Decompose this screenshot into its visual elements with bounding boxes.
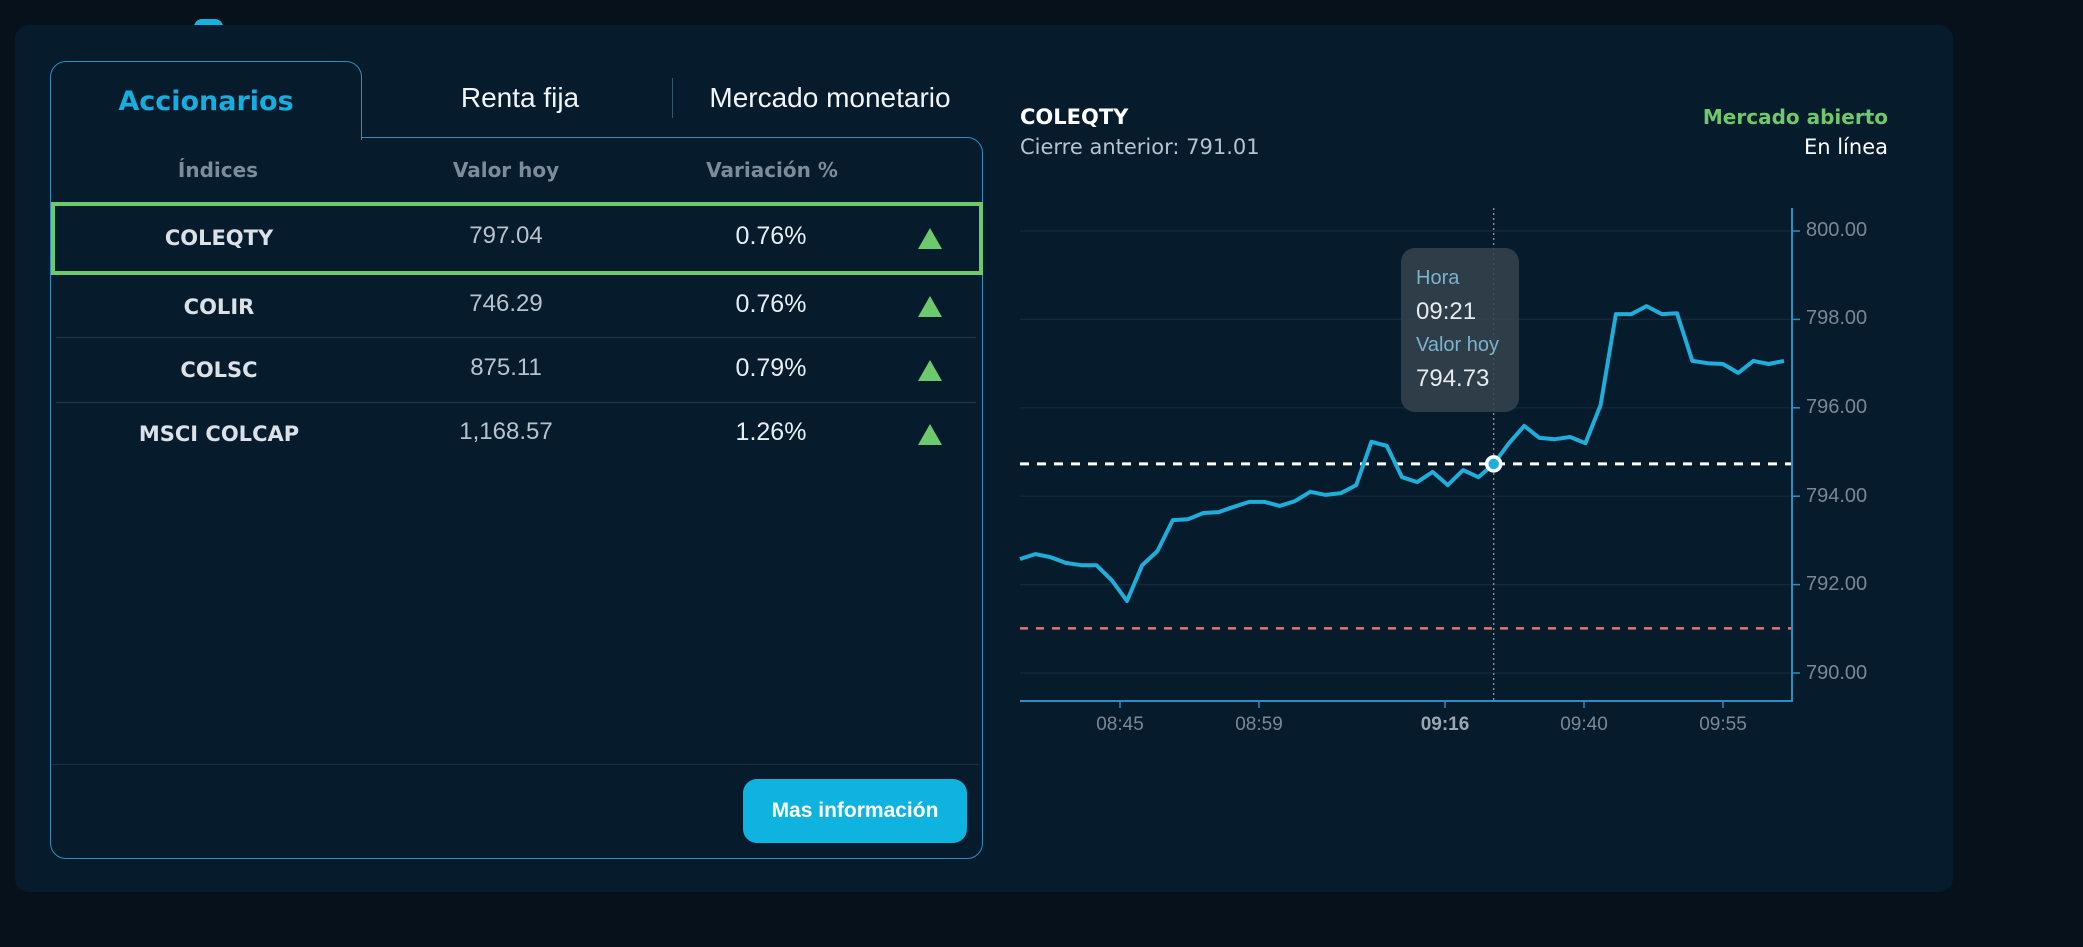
y-tick-label: 792.00	[1806, 573, 1868, 595]
index-name: MSCI COLCAP	[138, 422, 300, 446]
previous-close: Cierre anterior: 791.01	[1020, 135, 1260, 159]
chart-title: COLEQTY	[1020, 105, 1129, 129]
chart-tooltip: Hora 09:21 Valor hoy 794.73	[1401, 248, 1519, 412]
indices-panel	[50, 137, 983, 859]
more-info-button[interactable]: Mas información	[743, 779, 967, 843]
top-indicator	[194, 19, 223, 29]
index-change: 0.79%	[735, 354, 807, 382]
index-change: 0.76%	[735, 290, 807, 318]
arrow-up-icon	[918, 296, 942, 317]
connection-status: En línea	[1803, 135, 1888, 159]
price-line	[1019, 304, 1785, 603]
tooltip-time-value: 09:21	[1416, 298, 1477, 325]
x-tick-label: 09:40	[1560, 714, 1608, 735]
index-name: COLEQTY	[164, 226, 274, 250]
x-tick-label: 09:55	[1699, 714, 1747, 735]
tooltip-value-label: Valor hoy	[1416, 334, 1500, 356]
selected-row-highlight	[51, 202, 983, 275]
market-card	[15, 25, 1953, 892]
arrow-up-icon	[918, 424, 942, 445]
header-valor-hoy: Valor hoy	[452, 158, 560, 182]
arrow-up-icon	[918, 228, 942, 249]
index-change: 0.76%	[735, 222, 807, 250]
x-tick-label: 08:45	[1096, 714, 1144, 735]
index-value: 875.11	[470, 354, 542, 381]
hover-point[interactable]	[1484, 455, 1503, 473]
tab-accionarios[interactable]: Accionarios	[50, 61, 362, 140]
y-tick-label: 800.00	[1806, 219, 1868, 241]
tooltip-value: 794.73	[1416, 365, 1490, 392]
x-tick-label: 08:59	[1235, 714, 1283, 735]
header-indices: Índices	[177, 158, 259, 182]
index-value: 746.29	[469, 290, 543, 317]
index-value: 1,168.57	[459, 418, 553, 445]
row-divider	[56, 337, 976, 338]
y-tick-label: 790.00	[1806, 662, 1868, 684]
tab-renta-fija[interactable]: Renta fija	[460, 82, 580, 113]
row-divider	[56, 402, 976, 403]
index-name: COLIR	[183, 295, 255, 319]
y-tick-label: 794.00	[1806, 485, 1868, 507]
tab-mercado-monetario[interactable]: Mercado monetario	[709, 82, 951, 113]
index-name: COLSC	[180, 358, 258, 382]
arrow-up-icon	[918, 360, 942, 381]
index-value: 797.04	[469, 222, 543, 249]
y-tick-label: 798.00	[1806, 307, 1868, 329]
header-variacion: Variación %	[706, 158, 838, 182]
x-tick-label: 09:16	[1420, 714, 1470, 735]
y-tick-label: 796.00	[1806, 396, 1868, 418]
panel-footer-divider	[51, 764, 979, 765]
market-status: Mercado abierto	[1702, 105, 1888, 129]
axis-ticks	[1119, 230, 1800, 708]
tab-connector	[51, 136, 360, 140]
tab-divider	[672, 78, 673, 118]
tooltip-time-label: Hora	[1416, 267, 1460, 289]
index-change: 1.26%	[735, 418, 807, 446]
